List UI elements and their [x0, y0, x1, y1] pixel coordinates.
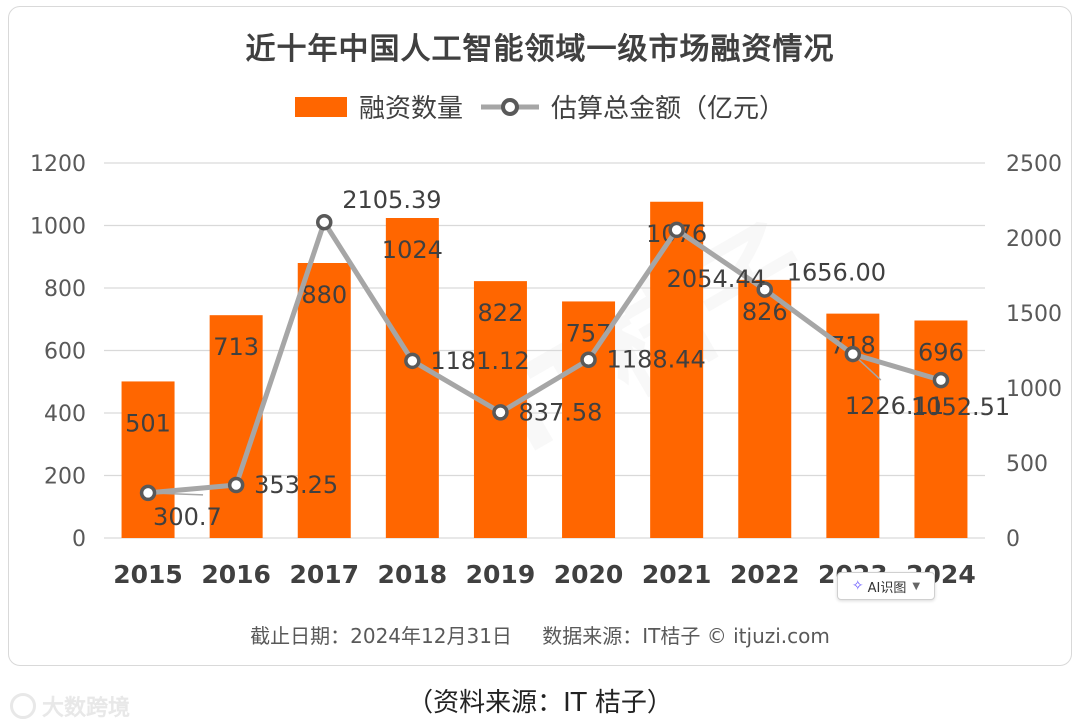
bar-value-label: 696	[918, 339, 964, 367]
chart-legend: 融资数量 估算总金额（亿元）	[0, 88, 1080, 125]
chevron-down-icon: ▼	[912, 580, 921, 592]
line-point	[756, 281, 773, 298]
bar	[121, 381, 175, 538]
left-axis-tick-label: 400	[44, 402, 86, 427]
x-axis-tick-label: 2019	[466, 560, 536, 589]
sparkle-icon: ✧	[851, 578, 864, 594]
line-value-label: 353.25	[254, 471, 338, 499]
line-point	[580, 351, 597, 368]
legend-item-bar: 融资数量	[294, 88, 463, 125]
left-axis-tick-label: 0	[72, 527, 86, 552]
x-axis-tick-label: 2021	[642, 560, 712, 589]
legend-bar-swatch	[294, 96, 347, 117]
watermark-text: 大数跨境	[42, 696, 131, 721]
bar-value-label: 713	[213, 333, 259, 361]
legend-line-label: 估算总金额（亿元）	[551, 94, 786, 124]
line-value-label: 300.7	[153, 503, 222, 531]
left-axis-tick-label: 800	[44, 277, 86, 302]
line-point	[139, 484, 157, 502]
bar	[297, 263, 351, 538]
line-series	[147, 219, 942, 496]
bar	[385, 218, 439, 538]
left-axis-tick-label: 600	[44, 340, 86, 365]
image-caption: （资料来源：IT 桔子）	[407, 688, 673, 718]
line-value-label: 1656.00	[787, 259, 886, 287]
right-axis-tick-label: 1500	[1006, 302, 1062, 327]
watermark-logo-icon	[10, 693, 36, 719]
x-axis-tick-label: 2020	[554, 560, 624, 589]
legend-line-swatch	[481, 97, 539, 116]
right-axis-tick-label: 2500	[1006, 152, 1062, 177]
x-axis-tick-label: 2018	[378, 560, 448, 589]
bar-value-label: 501	[125, 409, 171, 437]
x-axis-tick-label: 2015	[113, 560, 183, 589]
bar-value-label: 880	[301, 281, 347, 309]
line-value-label: 837.58	[518, 398, 602, 426]
bar	[738, 279, 792, 538]
line-point	[316, 213, 333, 231]
line-point	[668, 221, 685, 239]
left-axis-tick-label: 200	[44, 465, 86, 490]
line-point	[227, 476, 245, 494]
line-value-label: 2105.39	[342, 186, 441, 214]
bar-value-label: 1024	[382, 236, 443, 264]
line-value-label: 1181.12	[430, 347, 529, 375]
line-point	[844, 345, 862, 363]
bar-value-label: 822	[478, 299, 524, 327]
line-value-label: 1188.44	[607, 346, 706, 374]
footer-date: 截止日期：2024年12月31日	[250, 624, 512, 648]
legend-bar-label: 融资数量	[358, 94, 463, 124]
right-axis-tick-label: 500	[1006, 452, 1048, 477]
line-value-label: 2054.44	[667, 265, 766, 293]
left-axis-tick-label: 1000	[30, 215, 86, 240]
chart-footer: 截止日期：2024年12月31日 数据来源：IT桔子 © itjuzi.com	[0, 620, 1080, 649]
line-value-label: 1226.11	[845, 392, 944, 420]
bar	[914, 320, 968, 538]
leader-line	[148, 492, 204, 496]
right-axis-tick-label: 0	[1006, 527, 1020, 552]
x-axis-tick-label: 2017	[289, 560, 359, 589]
x-axis-tick-label: 2022	[730, 560, 800, 589]
line-point	[932, 371, 950, 389]
site-watermark: 大数跨境	[10, 690, 130, 722]
ai-button-label: AI识图	[867, 580, 907, 596]
line-value-label: 1052.51	[911, 393, 1010, 421]
chart-card	[8, 6, 1072, 666]
left-axis-tick-label: 1200	[30, 152, 86, 177]
ai-image-recognition-button[interactable]: ✧ AI识图 ▼	[837, 572, 935, 600]
footer-source: 数据来源：IT桔子 © itjuzi.com	[542, 624, 830, 648]
right-axis-tick-label: 2000	[1006, 227, 1062, 252]
x-axis-tick-label: 2016	[201, 560, 271, 589]
chart-plot: 0 200 400 600 800 1000 1200 0 500 1000 1500 2000 250…	[30, 152, 1062, 589]
line-point	[404, 352, 421, 370]
chart-title: 近十年中国人工智能领域一级市场融资情况	[245, 32, 835, 67]
bar	[562, 301, 616, 538]
right-axis-tick-label: 1000	[1006, 377, 1062, 402]
line-point	[492, 404, 509, 421]
legend-item-line: 估算总金额（亿元）	[479, 88, 785, 125]
